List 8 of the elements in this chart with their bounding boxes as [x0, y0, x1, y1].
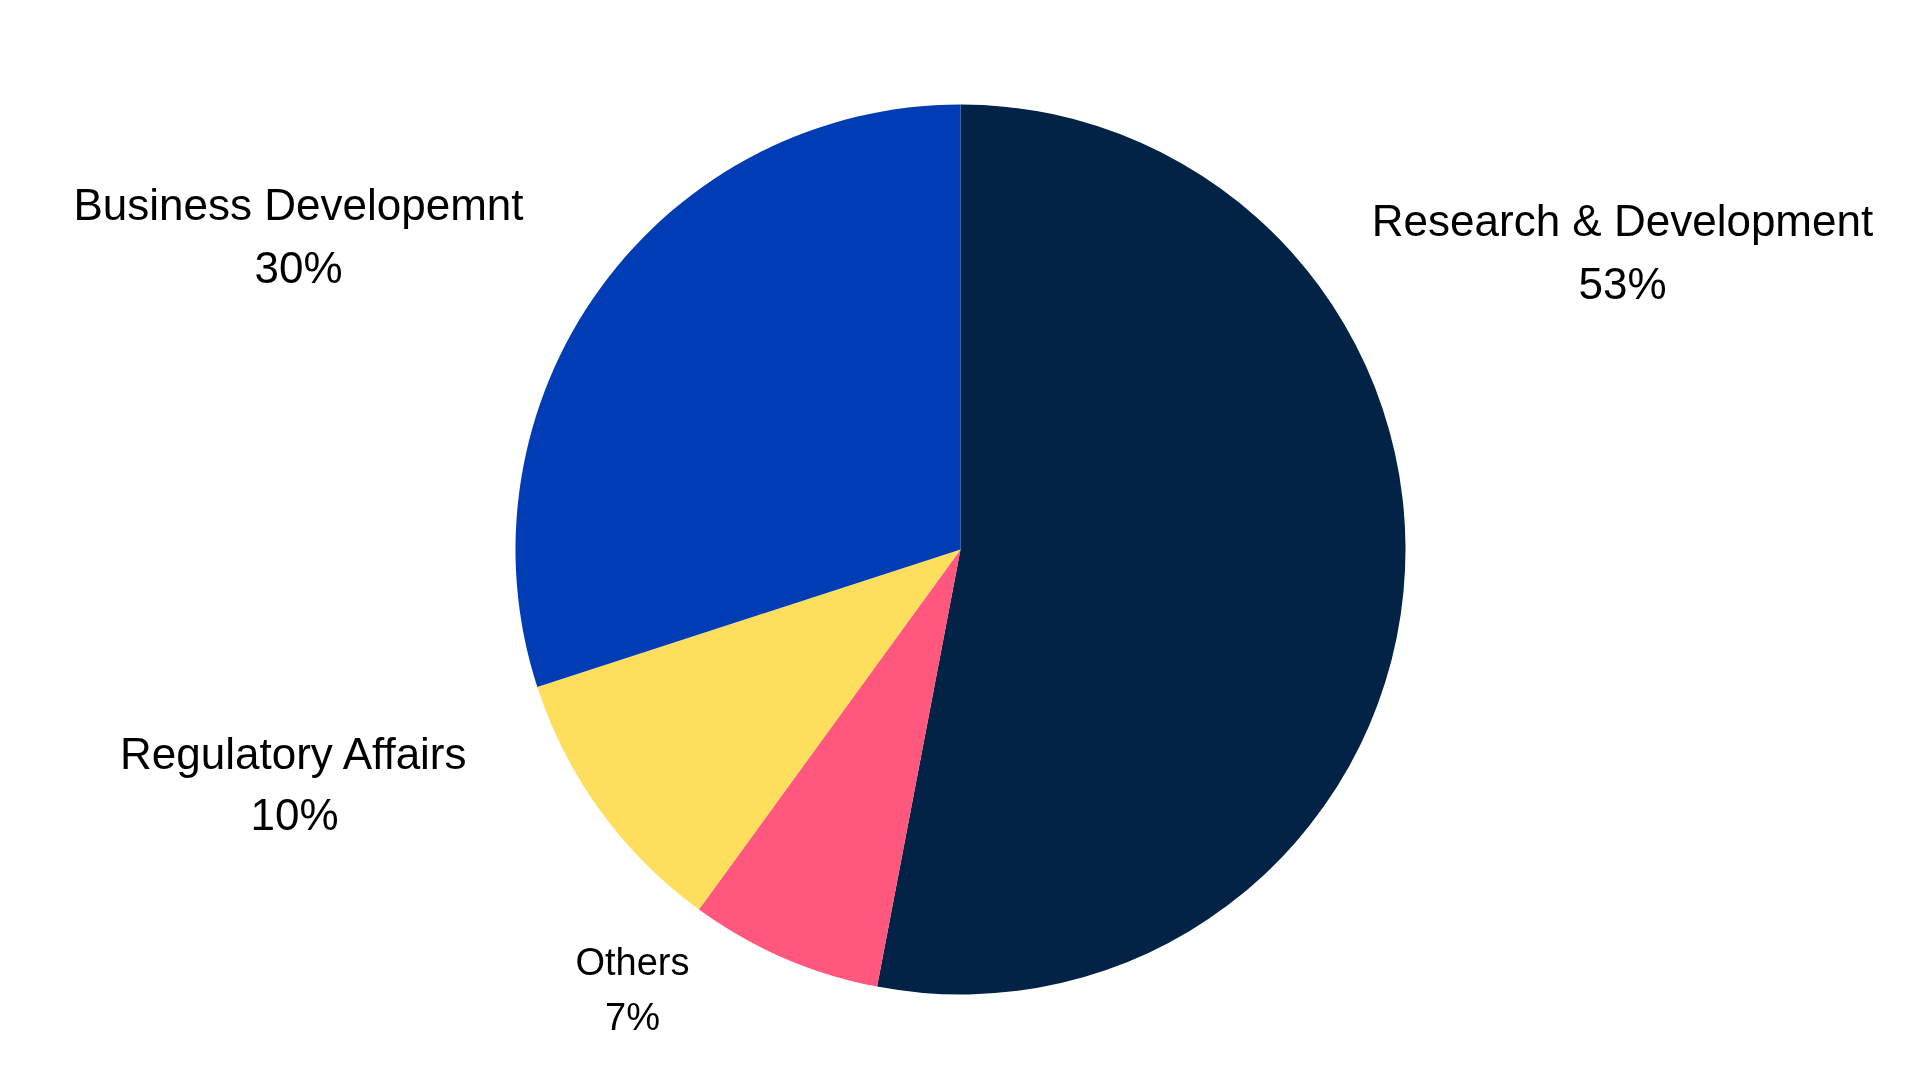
slice-label: Business Developemnt	[73, 180, 524, 229]
data-label: 10%	[250, 790, 339, 839]
data-label: 7%	[605, 995, 660, 1038]
slice-label: Research & Development	[1371, 196, 1874, 245]
slice-label: Regulatory Affairs	[120, 729, 467, 778]
data-label: 53%	[1578, 259, 1667, 308]
data-label: 30%	[254, 243, 343, 292]
slice-label: Others	[575, 940, 690, 983]
